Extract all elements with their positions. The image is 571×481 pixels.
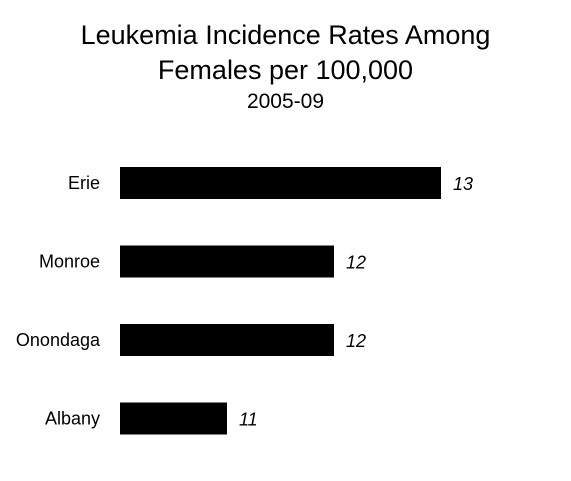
bar (120, 167, 441, 199)
data-label: 11 (239, 410, 258, 430)
data-label: 12 (346, 331, 366, 351)
chart-subtitle: 2005-09 (246, 90, 325, 113)
bar (120, 324, 334, 356)
bar (120, 245, 334, 278)
category-label: Albany (45, 409, 100, 429)
category-label: Monroe (39, 252, 100, 272)
data-label: 13 (453, 174, 473, 194)
bar (120, 402, 227, 435)
category-label: Erie (68, 173, 100, 193)
chart-title: Leukemia Incidence Rates Among Females p… (80, 20, 491, 85)
category-label: Onondaga (16, 330, 101, 350)
data-label: 12 (346, 253, 366, 273)
